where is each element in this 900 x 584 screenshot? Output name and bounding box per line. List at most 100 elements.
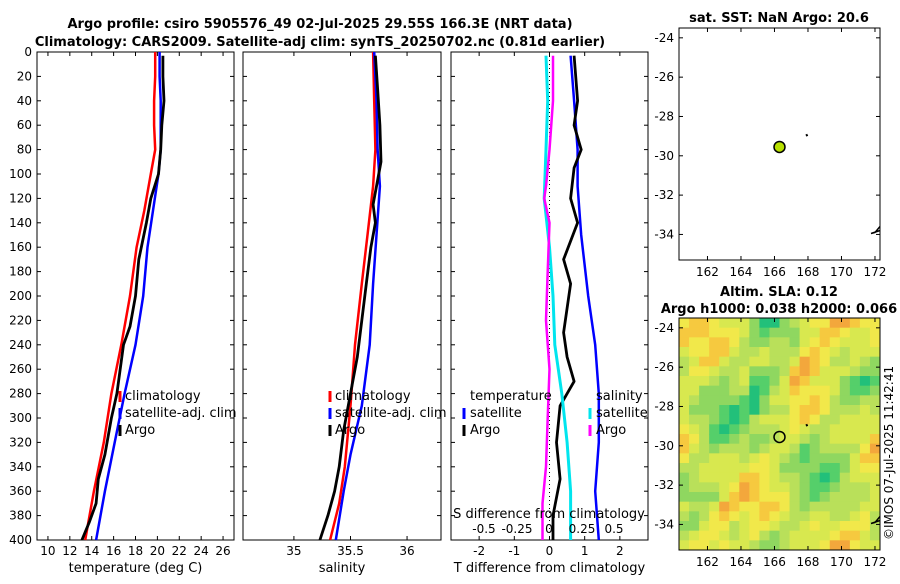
sla-cell [779,492,790,503]
sla-cell [779,443,790,454]
sla-cell [789,540,800,551]
sla-cell [859,414,871,425]
sla-cell [679,540,690,551]
s-axis-label: S difference from climatology [453,507,645,522]
sla-cell [839,424,851,435]
legend-label: satellite-adj. clim [335,406,447,421]
s-tick-label: 0.25 [569,522,596,536]
x-axis-label: temperature (deg C) [69,561,203,576]
x-tick-label: 35 [286,544,301,558]
sla-cell [749,337,760,348]
sla-cell [729,434,740,445]
series-line-climatology [83,52,157,541]
sla-cell [679,414,690,425]
sla-cell [789,434,800,445]
sla-cell [689,318,700,329]
sla-cell [699,511,710,522]
sla-cell [699,405,710,416]
sla-cell [789,453,800,464]
sla-cell [809,356,821,367]
sla-cell [789,376,800,387]
sla-cell [839,443,851,454]
sla-cell [819,356,831,367]
series-line-argo [318,55,383,541]
depth-tick-label: 80 [17,143,32,157]
lat-tick-label: -26 [654,360,674,374]
sla-cell [749,318,760,329]
sla-cell [739,492,750,503]
sla-cell [819,414,831,425]
sla-cell [869,530,881,541]
sla-cell [829,443,841,454]
sla-map-panel: 162 164 166 168 170 172 -24 -26 -28 -30 -32 -34 Alti… [654,285,897,569]
sla-cell [699,376,710,387]
argo-position-marker [773,140,786,154]
sla-cell [799,521,811,532]
series-line-climatology [328,51,377,541]
sla-cell [869,492,881,503]
sla-cell [799,540,811,551]
x-tick-label: 36 [399,544,414,558]
sla-cell [759,337,770,348]
depth-tick-label: 220 [9,313,32,327]
sla-cell [839,366,851,377]
depth-tick-label: 100 [9,167,32,181]
sla-cell [859,376,871,387]
sla-cell [699,443,710,454]
sla-cell [769,492,780,503]
sla-cell [839,511,851,522]
sla-cell [689,530,700,541]
sla-cell [719,482,730,493]
sla-cell [809,530,821,541]
sla-cell [839,434,851,445]
lon-tick-label: 168 [797,555,820,569]
sla-cell [849,356,861,367]
sla-cell [759,356,770,367]
sla-cell [759,376,770,387]
depth-tick-label: 160 [9,240,32,254]
sla-cell [779,424,790,435]
sla-cell [779,356,790,367]
x-tick-label: 14 [84,544,99,558]
sla-cell [729,472,740,483]
sla-cell [739,521,750,532]
sla-cell [759,414,770,425]
sla-cell [749,530,760,541]
sla-cell [709,501,720,512]
sla-cell [799,318,811,329]
coastline [805,423,809,427]
x-tick-label: 22 [172,544,187,558]
sla-cell [789,501,800,512]
sla-cell [829,453,841,464]
sla-cell [779,376,790,387]
sla-cell [809,318,821,329]
sla-cell [689,385,700,396]
sla-cell [679,434,690,445]
sla-cell [689,414,700,425]
sla-cell [809,395,821,406]
sla-cell [869,463,881,474]
sla-cell [709,443,720,454]
sla-cell [769,327,780,338]
legend-label: Argo [335,423,365,438]
sla-cell [739,443,750,454]
lon-tick-label: 162 [696,555,719,569]
sla-cell [799,424,811,435]
sla-cell [849,424,861,435]
sla-cell [799,443,811,454]
sla-cell [769,472,780,483]
sla-cell [679,453,690,464]
sla-cell [809,540,821,551]
sla-cell [759,492,770,503]
sla-cell [679,482,690,493]
sla-cell [739,530,750,541]
sla-cell [859,492,871,503]
sla-cell [809,443,821,454]
sla-cell [869,405,881,416]
sla-cell [869,434,881,445]
lat-tick-label: -24 [654,321,674,335]
sla-cell [769,385,780,396]
sla-cell [859,424,871,435]
lon-tick-label: 168 [797,265,820,279]
sla-cell [829,492,841,503]
